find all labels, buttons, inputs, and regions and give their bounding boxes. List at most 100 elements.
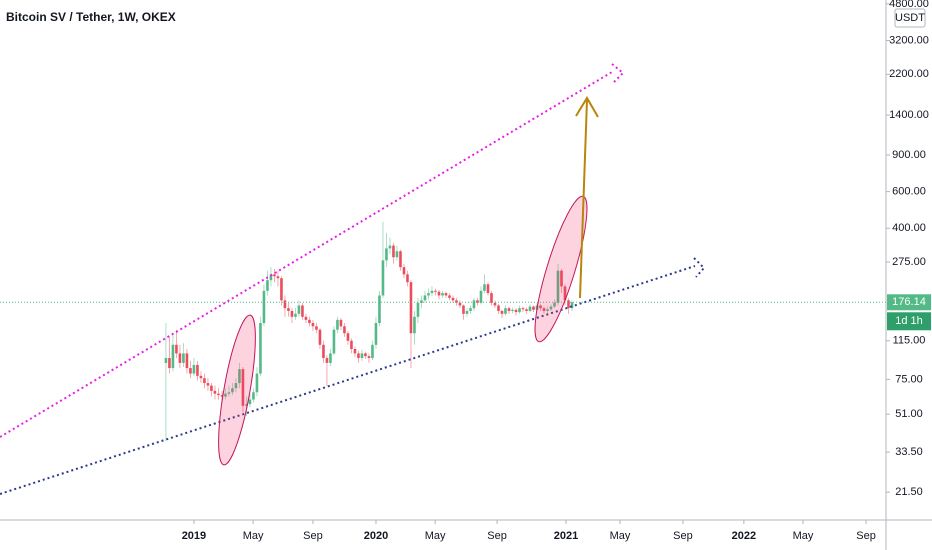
currency-box (894, 8, 926, 28)
candle-body (371, 344, 374, 359)
candle-body (521, 308, 525, 310)
y-tick-label: 4800.00 (889, 0, 929, 10)
candle-body (427, 293, 430, 296)
candle-body (490, 293, 493, 303)
candle-body (385, 248, 388, 261)
x-tick-label: 2022 (732, 530, 756, 542)
candle-body (350, 340, 353, 349)
candle-body (367, 356, 371, 359)
x-tick-label: May (243, 530, 264, 542)
lower-trend-line (0, 265, 696, 495)
candle-body (196, 364, 199, 376)
candle-body (332, 329, 336, 354)
chart-title: Bitcoin SV / Tether, 1W, OKEX (6, 10, 176, 24)
candle-body (448, 295, 451, 298)
candle-body (546, 309, 549, 311)
candle-body (458, 302, 462, 306)
candle-body (322, 344, 325, 359)
candle-body (469, 308, 472, 311)
candle-body (329, 353, 332, 363)
candle-body (402, 267, 406, 275)
candle-body (199, 375, 203, 379)
candle-body (518, 308, 521, 313)
candle-body (255, 373, 259, 393)
candle-body (556, 270, 560, 303)
candle-body (238, 369, 241, 384)
candle-body (185, 353, 189, 369)
currency-label: USDT (895, 12, 925, 24)
price-label: 176.14 (892, 296, 926, 308)
y-tick-label: 400.00 (892, 222, 926, 234)
candle-body (542, 308, 546, 311)
candle-body (252, 392, 255, 400)
candle-body (325, 358, 329, 363)
candle-body (416, 302, 420, 317)
y-tick-label: 75.00 (895, 373, 923, 385)
candle-body (532, 306, 535, 310)
candle-body (189, 368, 192, 374)
candle-body (287, 308, 290, 311)
candle-body (241, 369, 245, 406)
candle-body (276, 276, 280, 279)
x-tick-label: Sep (303, 530, 323, 542)
candle-body (525, 309, 528, 311)
candle-body (273, 274, 276, 277)
candle-body (423, 295, 427, 301)
y-tick-label: 3200.00 (889, 34, 929, 46)
countdown-box (887, 312, 931, 331)
candle-body (560, 270, 563, 287)
candle-body (451, 297, 455, 301)
candle-body (210, 385, 213, 391)
candle-body (364, 353, 367, 357)
candle-body (483, 284, 486, 291)
candle-body (182, 353, 185, 363)
candle-body (441, 293, 444, 296)
candle-body (301, 305, 304, 317)
y-tick-label: 1400.00 (889, 109, 929, 121)
candle-body (514, 309, 518, 313)
candle-body (290, 310, 294, 317)
plot (0, 221, 886, 441)
target-arrow-head (575, 96, 599, 118)
candle-body (164, 358, 168, 363)
candle-body (304, 316, 308, 320)
candle-body (308, 319, 311, 324)
candle-body (528, 306, 532, 311)
candle-body (553, 302, 556, 307)
candle-body (231, 388, 234, 393)
candle-body (259, 323, 262, 374)
y-tick-label: 51.00 (895, 408, 923, 420)
candle-body (297, 305, 301, 314)
candle-body (318, 329, 322, 345)
x-tick-label: Sep (856, 530, 876, 542)
candle-body (178, 353, 182, 363)
axes: 4800.00 3200.00 2200.00 1400.00 900.00 600.00… (182, 0, 931, 542)
target-arrow (579, 99, 588, 299)
price-box (887, 294, 931, 311)
candle-body (563, 286, 567, 301)
candle-body (399, 251, 402, 268)
x-tick-label: Sep (487, 530, 507, 542)
candle-body (511, 309, 514, 311)
candle-body (567, 300, 570, 309)
upper-trend-line (0, 71, 613, 438)
candle-body (283, 300, 287, 309)
candle-body (245, 404, 248, 406)
y-tick-label: 21.50 (895, 486, 923, 498)
candle-body (280, 278, 283, 301)
y-tick-label: 275.00 (892, 256, 926, 268)
candle-body (539, 305, 542, 309)
candle-body (430, 290, 434, 294)
x-tick-label: May (610, 530, 631, 542)
candle-body (360, 353, 364, 359)
candle-body (406, 274, 409, 283)
candle-body (217, 393, 220, 396)
candle-body (168, 358, 171, 369)
candle-body (357, 353, 360, 359)
y-tick-label: 2200.00 (889, 68, 929, 80)
candle-body (378, 295, 381, 324)
candle-body (392, 245, 395, 258)
y-tick-label: 115.00 (893, 335, 926, 347)
candle-body (203, 378, 206, 384)
